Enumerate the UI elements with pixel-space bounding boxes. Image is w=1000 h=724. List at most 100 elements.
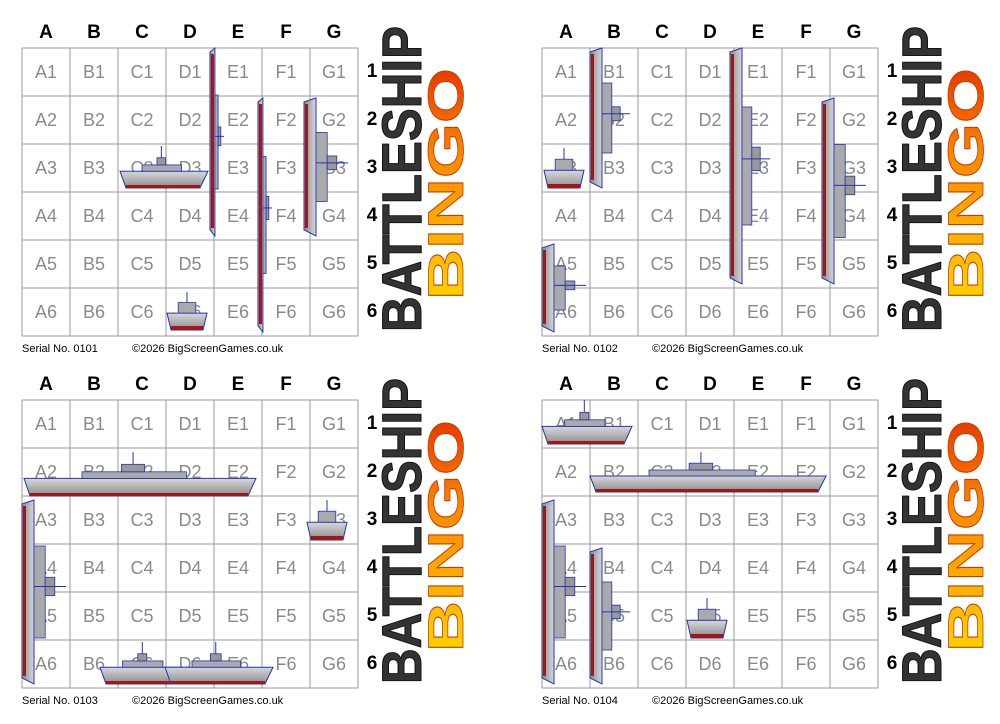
- cell-label: G3: [842, 158, 866, 178]
- cell-label: F6: [275, 654, 296, 674]
- cell-label: D3: [178, 510, 201, 530]
- cell-label: C1: [130, 62, 153, 82]
- row-number: 1: [887, 61, 898, 82]
- grid-cell: [781, 47, 831, 97]
- ship-deck: [81, 471, 187, 479]
- ship: [589, 547, 630, 685]
- cell-label: F5: [795, 606, 816, 626]
- cell-label: B5: [83, 254, 105, 274]
- grid-cell: [685, 191, 735, 241]
- cell-label: D1: [698, 414, 721, 434]
- cell-label: B6: [603, 654, 625, 674]
- grid-cell: [637, 639, 687, 689]
- ship-stripe: [591, 54, 594, 180]
- cell-label: C3: [650, 510, 673, 530]
- column-header: F: [280, 374, 292, 395]
- grid-cell: [541, 447, 591, 497]
- cell-label: C2: [130, 110, 153, 130]
- cell-label: A3: [35, 510, 57, 530]
- column-header: E: [232, 374, 245, 395]
- cell-label: E5: [747, 254, 769, 274]
- cell-label: F3: [795, 158, 816, 178]
- grid-cell: [541, 191, 591, 241]
- ship-stripe: [106, 681, 182, 684]
- ship-deck: [601, 581, 613, 651]
- cell-label: G2: [842, 462, 866, 482]
- grid-cell: [69, 495, 119, 545]
- cell-label: G6: [322, 302, 346, 322]
- cell-label: G6: [842, 654, 866, 674]
- grid-cell: [309, 639, 359, 689]
- grid-cell: [829, 399, 879, 449]
- copyright: ©2026 BigScreenGames.co.uk: [652, 695, 804, 707]
- column-header: A: [559, 374, 573, 395]
- cell-label: C6: [650, 302, 673, 322]
- ship: [21, 499, 66, 685]
- ship-stripe: [731, 54, 734, 276]
- cell-label: E5: [747, 606, 769, 626]
- grid-cell: [261, 639, 311, 689]
- grid-cell: [165, 239, 215, 289]
- cell-label: G1: [842, 414, 866, 434]
- cell-label: E6: [747, 302, 769, 322]
- grid-cell: [781, 287, 831, 337]
- logo-battleship: BATTLESHIP: [370, 378, 433, 684]
- cell-label: E4: [747, 558, 769, 578]
- column-header: C: [655, 374, 669, 395]
- row-number: 5: [367, 605, 378, 626]
- row-number: 1: [367, 61, 378, 82]
- grid-cell: [21, 143, 71, 193]
- cell-label: B5: [603, 254, 625, 274]
- cell-label: F6: [275, 302, 296, 322]
- ship-stripe: [548, 184, 580, 188]
- cell-label: E3: [227, 510, 249, 530]
- column-header: B: [87, 22, 101, 43]
- cell-label: B4: [83, 206, 105, 226]
- column-header: E: [752, 22, 765, 43]
- grid-cell: [733, 591, 783, 641]
- grid-cell: [165, 47, 215, 97]
- grid-cell: [69, 143, 119, 193]
- cell-label: A2: [555, 462, 577, 482]
- row-number: 6: [887, 653, 898, 674]
- grid-cell: [589, 191, 639, 241]
- grid-cell: [829, 639, 879, 689]
- bingo-card: ABCDEFG123456A1B1C1D1E1F1G1A2B2C2D2E2F2G…: [21, 374, 475, 707]
- ship-stripe: [543, 506, 546, 676]
- ship-deck: [601, 82, 613, 154]
- cell-label: D1: [178, 414, 201, 434]
- ship-tower: [137, 653, 148, 662]
- grid-cell: [637, 287, 687, 337]
- column-header: G: [847, 374, 862, 395]
- ship-stripe: [23, 506, 26, 676]
- grid-cell: [685, 543, 735, 593]
- cell-label: D3: [698, 158, 721, 178]
- cell-label: F3: [275, 158, 296, 178]
- cell-label: B4: [83, 558, 105, 578]
- grid-cell: [261, 591, 311, 641]
- row-number: 2: [367, 461, 378, 482]
- cell-label: E1: [747, 62, 769, 82]
- ship-stripe: [691, 634, 723, 638]
- ship: [164, 642, 274, 685]
- cell-label: B1: [603, 62, 625, 82]
- grid-cell: [685, 495, 735, 545]
- ship: [821, 97, 866, 285]
- ship-deck: [833, 144, 846, 238]
- cell-label: F6: [795, 654, 816, 674]
- cell-label: E2: [227, 110, 249, 130]
- logo-battleship: BATTLESHIP: [890, 26, 953, 332]
- cell-label: F3: [795, 510, 816, 530]
- grid-cell: [637, 591, 687, 641]
- grid-cell: [685, 143, 735, 193]
- column-header: C: [135, 22, 149, 43]
- cell-label: A3: [555, 510, 577, 530]
- cell-label: G5: [322, 254, 346, 274]
- grid-cell: [21, 399, 71, 449]
- ship-deck: [191, 660, 241, 668]
- cell-label: G4: [842, 558, 866, 578]
- copyright: ©2026 BigScreenGames.co.uk: [132, 343, 284, 355]
- logo-battleship: BATTLESHIP: [890, 378, 953, 684]
- grid-cell: [261, 239, 311, 289]
